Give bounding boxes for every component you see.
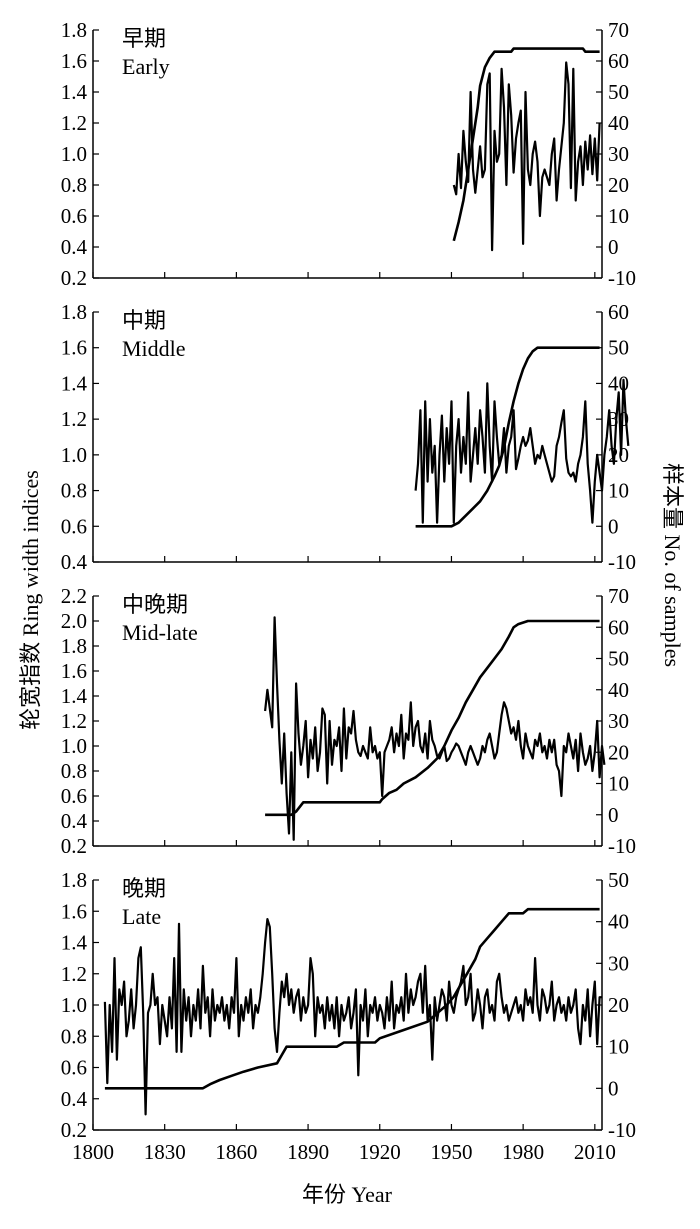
left-tick-label: 0.4 <box>61 809 88 833</box>
ring-width-index-line <box>103 917 602 1116</box>
right-tick-label: -10 <box>608 550 636 574</box>
left-tick-label: 0.8 <box>61 759 87 783</box>
right-tick-label: -10 <box>608 266 636 290</box>
left-tick-label: 1.8 <box>61 868 87 892</box>
left-tick-label: 1.6 <box>61 49 87 73</box>
right-tick-label: 70 <box>608 584 629 608</box>
right-tick-label: 60 <box>608 300 629 324</box>
x-tick-label: 1830 <box>144 1140 186 1164</box>
left-tick-label: 1.0 <box>61 443 87 467</box>
panel-label-en: Early <box>122 54 170 79</box>
panel-label-zh: 中晚期 <box>122 592 188 617</box>
left-tick-label: 0.4 <box>61 550 88 574</box>
ring-width-index-line <box>264 616 606 841</box>
right-tick-label: 0 <box>608 514 619 538</box>
left-tick-label: 1.4 <box>61 80 88 104</box>
x-tick-label: 1800 <box>72 1140 114 1164</box>
right-tick-label: 60 <box>608 615 629 639</box>
left-tick-label: 0.8 <box>61 1024 87 1048</box>
left-tick-label: 0.6 <box>61 514 87 538</box>
panel-late: 0.2 0.4 0.6 0.8 1.0 1.2 1.4 1.6 1.8 -10 0 10 20 30 40 5… <box>61 868 636 1142</box>
ring-width-index-line <box>452 61 601 252</box>
left-tick-label: 2.0 <box>61 609 87 633</box>
right-tick-label: 20 <box>608 173 629 197</box>
x-tick-label: 1860 <box>215 1140 257 1164</box>
panel-middle: 0.40.60.81.01.21.41.61.8-100102030405060… <box>61 300 636 574</box>
right-tick-label: 10 <box>608 204 629 228</box>
right-tick-label: 20 <box>608 740 629 764</box>
right-tick-label: 30 <box>608 709 629 733</box>
left-tick-label: 0.6 <box>61 204 87 228</box>
right-tick-label: 70 <box>608 18 629 42</box>
right-tick-label: -10 <box>608 1118 636 1142</box>
left-axis-title: 轮宽指数 Ring width indices <box>18 470 43 730</box>
right-tick-label: 50 <box>608 868 629 892</box>
panel-label-en: Mid-late <box>122 620 198 645</box>
left-tick-label: 1.2 <box>61 111 87 135</box>
right-tick-label: 10 <box>608 479 629 503</box>
sample-size-line <box>452 47 600 242</box>
panel-label-zh: 中期 <box>122 308 166 333</box>
right-tick-label: -10 <box>608 834 636 858</box>
x-tick-label: 1890 <box>287 1140 329 1164</box>
right-axis-title: 样本量 No. of samples <box>660 463 685 667</box>
left-tick-label: 0.2 <box>61 266 87 290</box>
left-tick-label: 1.2 <box>61 407 87 431</box>
left-tick-label: 0.2 <box>61 834 87 858</box>
left-tick-label: 1.4 <box>61 931 88 955</box>
x-tick-label: 1980 <box>502 1140 544 1164</box>
left-tick-label: 0.8 <box>61 173 87 197</box>
panel-label-zh: 早期 <box>122 26 166 51</box>
left-tick-label: 2.2 <box>61 584 87 608</box>
right-tick-label: 30 <box>608 142 629 166</box>
left-tick-label: 1.2 <box>61 709 87 733</box>
left-tick-label: 0.8 <box>61 479 87 503</box>
right-tick-label: 40 <box>608 111 629 135</box>
right-tick-label: 40 <box>608 678 629 702</box>
left-tick-label: 1.8 <box>61 18 87 42</box>
right-tick-label: 0 <box>608 235 619 259</box>
x-tick-label: 1920 <box>359 1140 401 1164</box>
right-tick-label: 0 <box>608 803 619 827</box>
panel-label-en: Late <box>122 904 161 929</box>
left-tick-label: 1.4 <box>61 371 88 395</box>
x-tick-label: 1950 <box>430 1140 472 1164</box>
left-tick-label: 1.6 <box>61 336 87 360</box>
left-tick-label: 1.0 <box>61 142 87 166</box>
left-tick-label: 1.2 <box>61 962 87 986</box>
right-tick-label: 0 <box>608 1076 619 1100</box>
right-tick-label: 10 <box>608 1035 629 1059</box>
left-tick-label: 1.8 <box>61 300 87 324</box>
right-tick-label: 50 <box>608 647 629 671</box>
left-tick-label: 1.8 <box>61 634 87 658</box>
left-tick-label: 1.0 <box>61 734 87 758</box>
right-tick-label: 60 <box>608 49 629 73</box>
left-tick-label: 1.6 <box>61 899 87 923</box>
left-tick-label: 1.0 <box>61 993 87 1017</box>
right-tick-label: 50 <box>608 336 629 360</box>
right-tick-label: 30 <box>608 951 629 975</box>
right-tick-label: 50 <box>608 80 629 104</box>
left-tick-label: 0.6 <box>61 1056 87 1080</box>
bottom-axis-title: 年份 Year <box>302 1182 393 1207</box>
left-tick-label: 1.4 <box>61 684 88 708</box>
x-tick-label: 2010 <box>574 1140 616 1164</box>
left-tick-label: 1.6 <box>61 659 87 683</box>
sample-size-line <box>104 907 600 1090</box>
left-tick-label: 0.2 <box>61 1118 87 1142</box>
right-tick-label: 10 <box>608 772 629 796</box>
panel-label-en: Middle <box>122 336 186 361</box>
right-tick-label: 40 <box>608 910 629 934</box>
panel-early: 0.2 0.4 0.6 0.8 1.0 1.2 1.4 1.6 1.8 -10 0 10 20 30 40 5… <box>61 18 636 290</box>
sample-size-line <box>265 619 600 817</box>
left-tick-label: 0.4 <box>61 235 88 259</box>
left-tick-label: 0.6 <box>61 784 87 808</box>
right-tick-label: 20 <box>608 993 629 1017</box>
ring-width-index-line <box>414 378 630 524</box>
left-tick-label: 0.4 <box>61 1087 88 1111</box>
right-tick-label: 30 <box>608 407 629 431</box>
panel-mid-late: 0.20.40.60.81.01.21.41.61.82.02.2 -10 0 10 2… <box>61 584 636 858</box>
panel-label-zh: 晚期 <box>122 876 166 901</box>
